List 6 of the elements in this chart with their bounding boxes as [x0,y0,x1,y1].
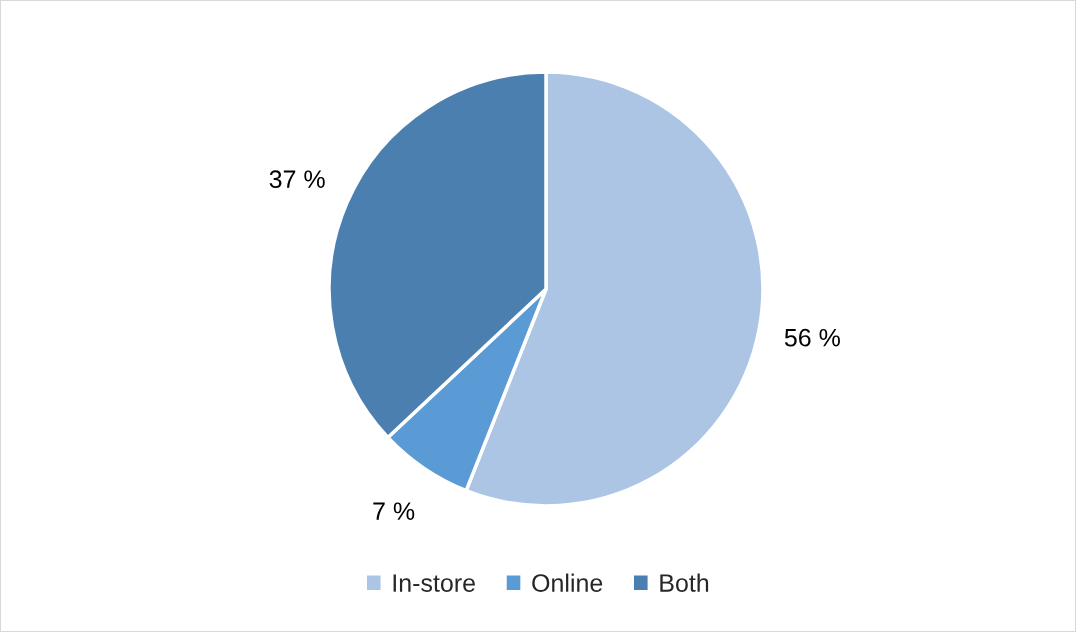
legend-label: Online [532,573,603,592]
legend-label: Both [660,573,709,592]
data-label: 37 % [269,170,325,189]
legend-label: In-store [393,574,475,592]
data-label: 56 % [784,328,840,347]
data-label: 7 % [373,502,415,520]
